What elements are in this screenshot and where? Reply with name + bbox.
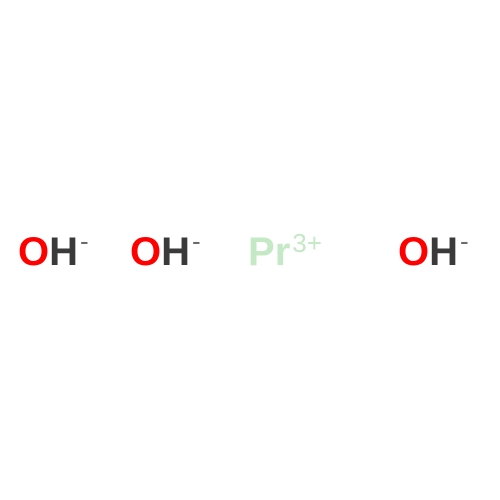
hydroxide-1-o: O	[18, 230, 49, 275]
praseodymium-cation-p: P	[248, 230, 275, 275]
praseodymium-cation: Pr3+	[248, 230, 322, 275]
hydroxide-3-o: O	[398, 230, 429, 275]
hydroxide-3-h: H	[429, 230, 458, 275]
praseodymium-cation-r: r	[275, 230, 291, 275]
praseodymium-cation-charge: 3+	[292, 228, 322, 259]
hydroxide-3: OH-	[398, 230, 469, 275]
hydroxide-1-charge: -	[80, 226, 89, 257]
hydroxide-2-h: H	[161, 230, 190, 275]
hydroxide-1-h: H	[49, 230, 78, 275]
hydroxide-2-charge: -	[192, 226, 201, 257]
hydroxide-2-o: O	[130, 230, 161, 275]
chemical-structure-canvas: OH-OH-Pr3+OH-	[0, 0, 500, 500]
hydroxide-3-charge: -	[460, 226, 469, 257]
hydroxide-1: OH-	[18, 230, 89, 275]
hydroxide-2: OH-	[130, 230, 201, 275]
